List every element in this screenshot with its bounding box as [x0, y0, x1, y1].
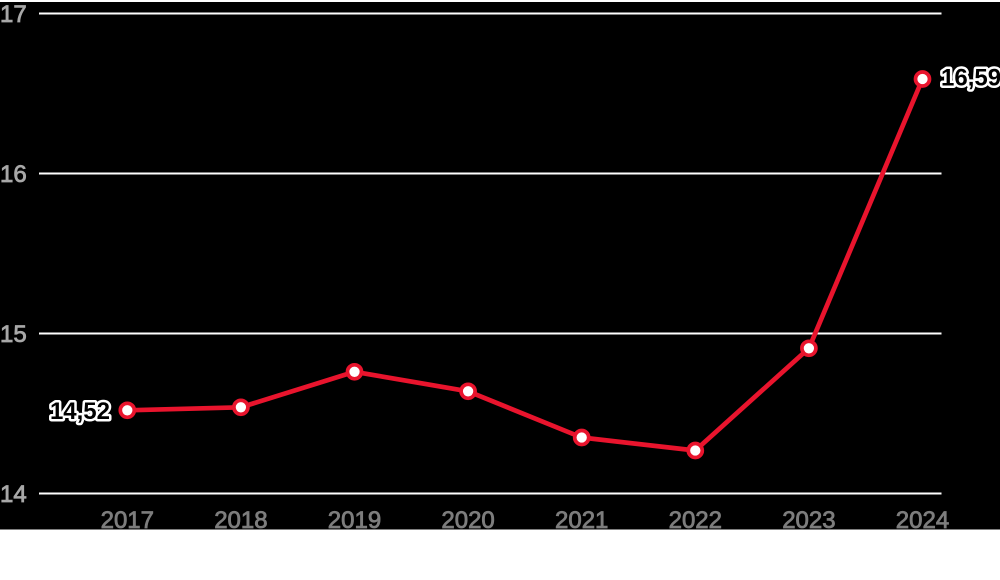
- svg-text:16,59: 16,59: [941, 65, 1000, 92]
- svg-text:16: 16: [0, 161, 27, 188]
- svg-text:17: 17: [0, 1, 27, 28]
- svg-text:2024: 2024: [896, 507, 949, 534]
- svg-text:15: 15: [0, 321, 27, 348]
- svg-text:2021: 2021: [555, 507, 608, 534]
- svg-text:14,52: 14,52: [50, 398, 110, 425]
- svg-text:2017: 2017: [101, 507, 154, 534]
- svg-text:2020: 2020: [441, 507, 494, 534]
- svg-text:14: 14: [0, 481, 27, 508]
- svg-text:2018: 2018: [214, 507, 267, 534]
- svg-text:2023: 2023: [782, 507, 835, 534]
- svg-text:2022: 2022: [669, 507, 722, 534]
- svg-text:2019: 2019: [328, 507, 381, 534]
